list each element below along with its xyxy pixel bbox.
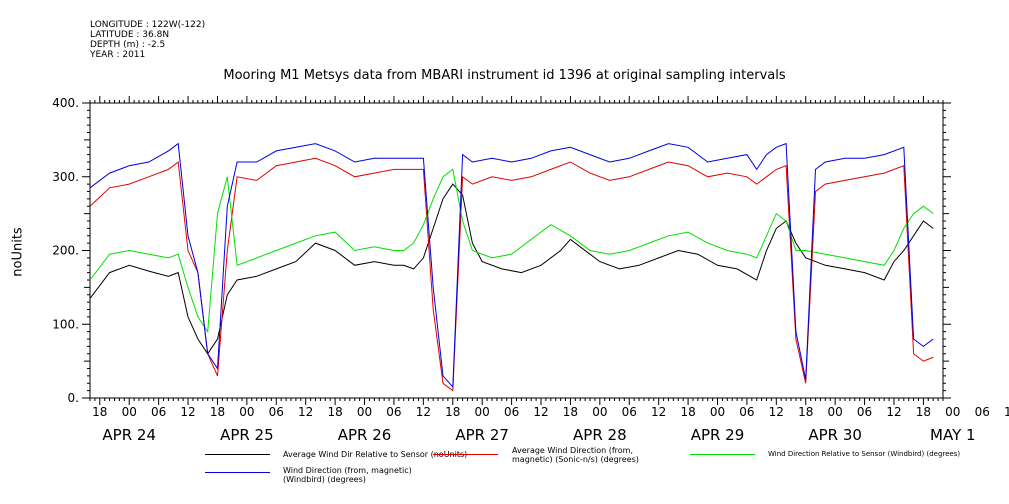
x-hour-tick-label: 00: [592, 405, 607, 419]
x-hour-tick-label: 06: [739, 405, 754, 419]
x-hour-tick-label: 18: [210, 405, 225, 419]
x-hour-tick-label: 06: [269, 405, 284, 419]
x-hour-tick-label: 00: [828, 405, 843, 419]
x-hour-tick-label: 12: [886, 405, 901, 419]
x-hour-tick-label: 00: [122, 405, 137, 419]
x-hour-tick-label: 18: [92, 405, 107, 419]
series-line-2: [89, 168, 934, 334]
legend-label-avg-wind-direction-sonic: Average Wind Direction (from, magnetic) …: [512, 446, 639, 464]
legend-line-blue: [205, 472, 270, 473]
x-hour-tick-label: 06: [151, 405, 166, 419]
x-hour-tick-label: 00: [710, 405, 725, 419]
x-hour-tick-label: 12: [1004, 405, 1009, 419]
x-hour-tick-label: 12: [180, 405, 195, 419]
x-hour-tick-label: 18: [327, 405, 342, 419]
x-date-tick-label: APR 26: [338, 426, 392, 444]
x-hour-tick-label: 12: [651, 405, 666, 419]
longitude-label: LONGITUDE : 122W(-122): [90, 20, 206, 30]
legend-line-green: [690, 454, 755, 455]
series-line-1: [89, 157, 934, 392]
x-hour-tick-label: 00: [475, 405, 490, 419]
x-date-tick-label: MAY 1: [930, 426, 976, 444]
y-tick-label: 300.: [52, 170, 79, 184]
y-tick-label: 400.: [52, 96, 79, 110]
x-hour-tick-label: 18: [916, 405, 931, 419]
legend-label-avg-wind-dir-relative: Average Wind Dir Relative to Sensor (noU…: [283, 450, 468, 459]
y-tick-label: 100.: [52, 317, 79, 331]
x-hour-tick-label: 12: [298, 405, 313, 419]
x-hour-tick-label: 18: [798, 405, 813, 419]
latitude-label: LATITUDE : 36.8N: [90, 30, 170, 40]
year-label: YEAR : 2011: [90, 50, 146, 60]
x-date-tick-label: APR 24: [102, 426, 156, 444]
x-hour-tick-label: 06: [857, 405, 872, 419]
legend-line-black: [205, 454, 270, 455]
legend-line-red: [433, 454, 498, 455]
x-hour-tick-label: 06: [622, 405, 637, 419]
x-date-tick-label: APR 28: [573, 426, 627, 444]
metadata-block: LONGITUDE : 122W(-122) LATITUDE : 36.8N …: [90, 20, 205, 60]
x-hour-tick-label: 12: [416, 405, 431, 419]
x-date-tick-label: APR 30: [808, 426, 862, 444]
chart-title: Mooring M1 Metsys data from MBARI instru…: [223, 68, 786, 83]
x-hour-tick-label: 00: [239, 405, 254, 419]
x-hour-tick-label: 06: [386, 405, 401, 419]
x-hour-tick-label: 06: [504, 405, 519, 419]
depth-label: DEPTH (m) : -2.5: [90, 40, 166, 50]
x-date-tick-label: APR 25: [220, 426, 274, 444]
series-line-0: [89, 183, 934, 355]
x-hour-tick-label: 06: [975, 405, 990, 419]
legend-label-wind-dir-relative-windbird: Wind Direction Relative to Sensor (Windb…: [768, 450, 961, 458]
x-hour-tick-label: 00: [357, 405, 372, 419]
x-hour-tick-label: 18: [445, 405, 460, 419]
legend-label-wind-direction-windbird: Wind Direction (from, magnetic) (Windbir…: [283, 466, 412, 484]
x-hour-tick-label: 18: [563, 405, 578, 419]
y-tick-label: 200.: [52, 244, 79, 258]
x-hour-tick-label: 12: [533, 405, 548, 419]
y-tick-label: 0.: [68, 391, 79, 405]
x-date-tick-label: APR 27: [455, 426, 509, 444]
series-line-3: [89, 142, 934, 389]
x-hour-tick-label: 00: [945, 405, 960, 419]
x-hour-tick-label: 12: [769, 405, 784, 419]
x-hour-tick-label: 18: [680, 405, 695, 419]
x-date-tick-label: APR 29: [691, 426, 745, 444]
